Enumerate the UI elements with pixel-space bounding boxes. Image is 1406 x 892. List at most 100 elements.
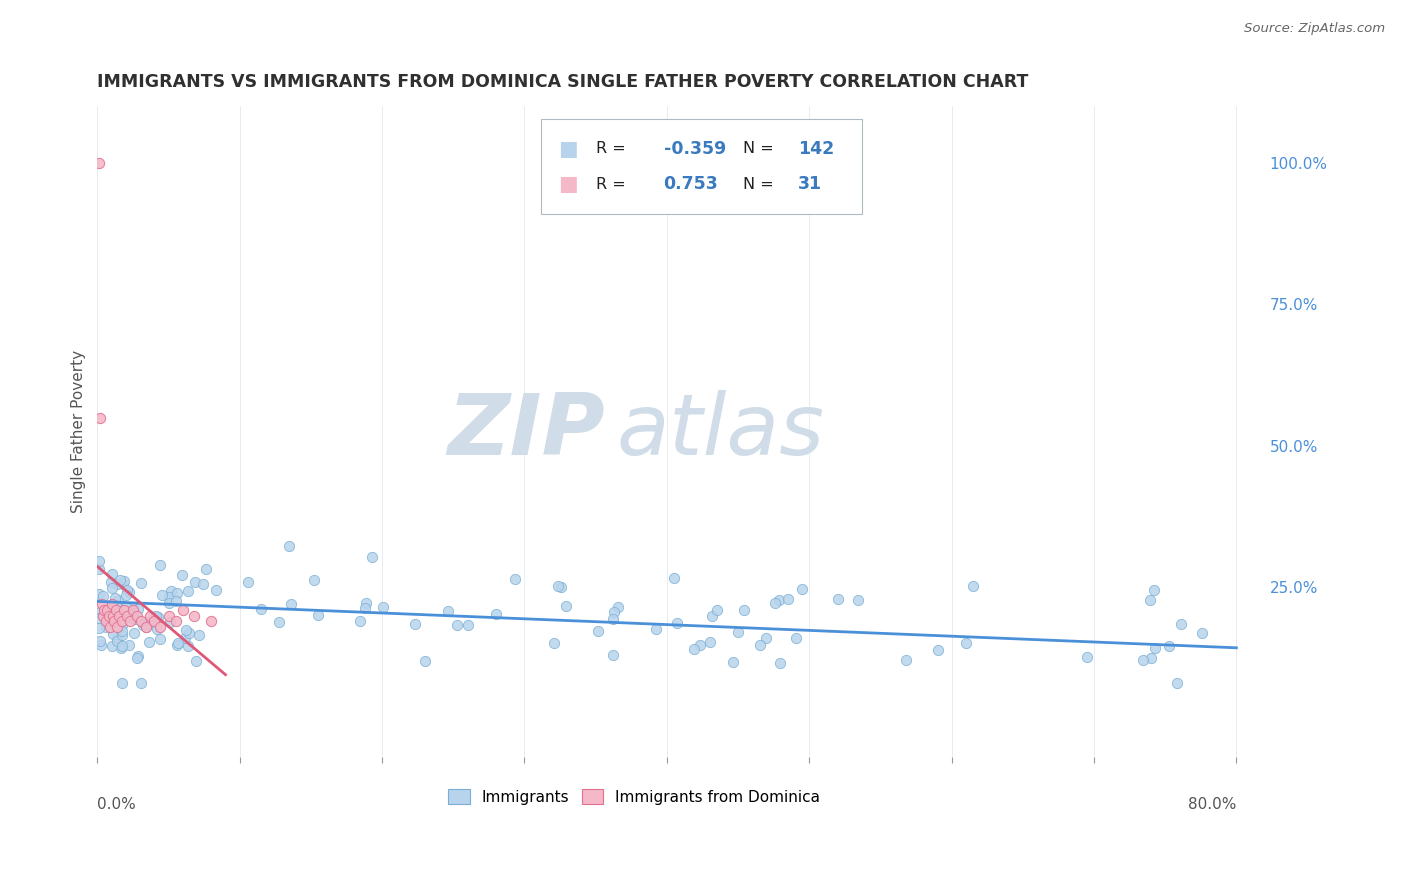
- Point: [177, 583, 200, 598]
- Point: [121, 611, 143, 625]
- Point: [104, 591, 127, 606]
- Point: [131, 614, 153, 628]
- Point: [683, 641, 706, 656]
- Point: [157, 596, 180, 610]
- Point: [111, 624, 134, 639]
- Point: [94, 614, 117, 628]
- Text: ■: ■: [558, 175, 578, 194]
- Point: [280, 598, 302, 612]
- Point: [550, 581, 572, 595]
- Point: [1139, 651, 1161, 665]
- Point: [139, 608, 162, 623]
- Text: atlas: atlas: [617, 390, 825, 473]
- Point: [371, 600, 394, 615]
- Point: [101, 566, 124, 581]
- Point: [138, 616, 160, 631]
- Point: [166, 638, 188, 652]
- Point: [122, 607, 145, 622]
- Point: [603, 605, 626, 619]
- Point: [1170, 617, 1192, 632]
- Point: [184, 574, 207, 589]
- Point: [157, 590, 180, 604]
- Point: [107, 608, 129, 623]
- Point: [89, 611, 111, 625]
- Point: [112, 574, 135, 588]
- Point: [104, 603, 127, 617]
- Point: [97, 608, 120, 623]
- Point: [457, 617, 479, 632]
- Point: [405, 617, 427, 632]
- Text: 80.0%: 80.0%: [1188, 797, 1236, 812]
- Point: [100, 597, 122, 611]
- Point: [149, 620, 172, 634]
- Point: [307, 607, 329, 622]
- Text: N =: N =: [742, 177, 773, 192]
- Point: [122, 626, 145, 640]
- Point: [927, 643, 949, 657]
- Point: [138, 635, 160, 649]
- Point: [179, 626, 201, 640]
- Point: [105, 631, 128, 645]
- Point: [145, 608, 167, 623]
- Text: N =: N =: [742, 141, 773, 156]
- Point: [778, 592, 800, 607]
- Point: [645, 622, 668, 636]
- Point: [103, 627, 125, 641]
- Point: [785, 632, 807, 646]
- Point: [132, 618, 155, 632]
- Text: 142: 142: [797, 140, 834, 158]
- Point: [586, 624, 609, 638]
- Point: [277, 539, 299, 553]
- Point: [962, 579, 984, 593]
- Point: [135, 620, 157, 634]
- Point: [792, 582, 814, 596]
- Point: [157, 608, 180, 623]
- Point: [354, 596, 377, 610]
- Point: [110, 614, 132, 628]
- Point: [100, 575, 122, 590]
- FancyBboxPatch shape: [541, 120, 862, 214]
- Point: [111, 639, 134, 653]
- Point: [93, 603, 115, 617]
- Point: [195, 561, 218, 575]
- Point: [105, 577, 128, 591]
- Point: [205, 583, 228, 598]
- Point: [135, 620, 157, 634]
- Point: [436, 604, 458, 618]
- Point: [191, 577, 214, 591]
- Point: [1139, 593, 1161, 607]
- Point: [238, 574, 260, 589]
- Text: Source: ZipAtlas.com: Source: ZipAtlas.com: [1244, 22, 1385, 36]
- Point: [105, 600, 128, 615]
- Point: [131, 576, 153, 591]
- Point: [485, 607, 508, 621]
- Point: [111, 676, 134, 690]
- Point: [125, 650, 148, 665]
- Point: [149, 558, 172, 573]
- Legend: Immigrants, Immigrants from Dominica: Immigrants, Immigrants from Dominica: [443, 783, 827, 811]
- Point: [132, 615, 155, 630]
- Point: [1143, 583, 1166, 598]
- Point: [107, 592, 129, 607]
- Point: [159, 615, 181, 629]
- Point: [89, 633, 111, 648]
- Point: [152, 588, 174, 602]
- Point: [602, 648, 624, 662]
- Point: [101, 608, 124, 623]
- Point: [87, 156, 110, 170]
- Point: [666, 615, 689, 630]
- Point: [146, 610, 169, 624]
- Point: [118, 584, 141, 599]
- Point: [115, 583, 138, 598]
- Text: -0.359: -0.359: [664, 140, 725, 158]
- Point: [122, 603, 145, 617]
- Point: [127, 648, 149, 663]
- Point: [547, 578, 569, 592]
- Point: [89, 605, 111, 619]
- Point: [602, 612, 624, 626]
- Point: [120, 614, 142, 628]
- Point: [96, 603, 118, 617]
- Text: IMMIGRANTS VS IMMIGRANTS FROM DOMINICA SINGLE FATHER POVERTY CORRELATION CHART: IMMIGRANTS VS IMMIGRANTS FROM DOMINICA S…: [97, 73, 1029, 91]
- Point: [827, 592, 849, 607]
- Point: [125, 612, 148, 626]
